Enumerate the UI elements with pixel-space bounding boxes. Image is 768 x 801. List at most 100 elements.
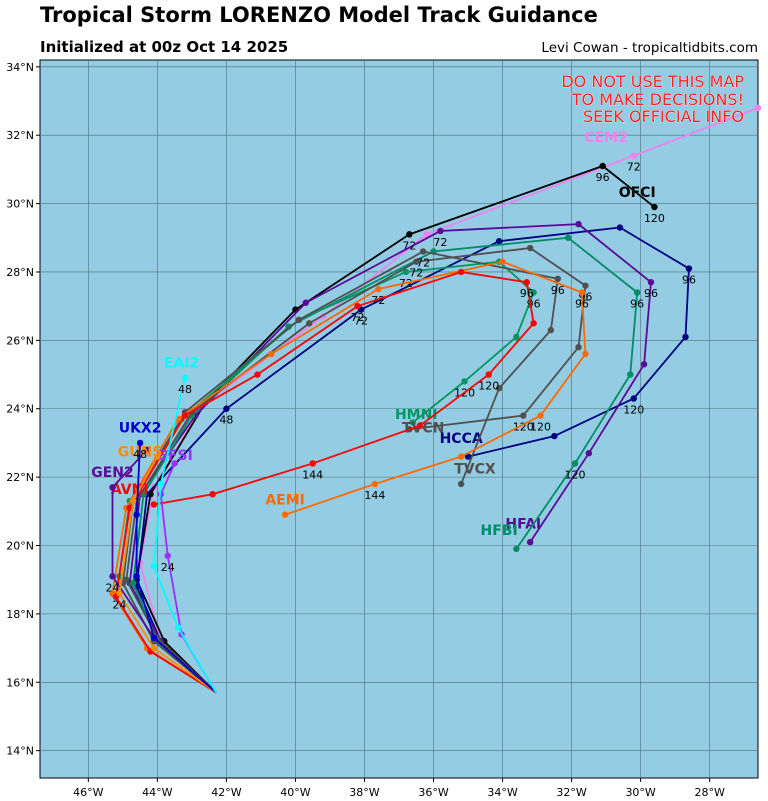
forecast-hour-label: 120 — [644, 212, 665, 225]
track-avni: 72 96 120 144 AVNI — [111, 268, 537, 694]
track-tvcx: 72 96 TVCX — [119, 248, 565, 694]
track-point — [164, 552, 171, 559]
track-point — [633, 289, 641, 296]
track-line — [132, 236, 639, 694]
track-point — [495, 238, 503, 245]
forecast-hour-label: 120 — [565, 468, 586, 481]
forecast-hour-label: 48 — [219, 414, 233, 427]
forecast-hour-label: 144 — [364, 489, 385, 502]
warning-line-3: SEEK OFFICIAL INFO — [583, 107, 744, 126]
track-point — [223, 405, 230, 412]
model-name-label: AVNI — [111, 482, 149, 498]
track-point — [585, 449, 593, 457]
model-name-label: HCCA — [440, 431, 483, 447]
track-point — [413, 258, 420, 265]
y-tick-label: 32°N — [6, 129, 34, 142]
forecast-hour-label: 120 — [478, 380, 499, 393]
warning-line-1: DO NOT USE THIS MAP — [561, 72, 744, 91]
track-eai2: 48 EAI2 — [150, 356, 217, 693]
model-name-label: TVCX — [454, 462, 496, 478]
track-point — [133, 573, 140, 580]
track-point — [109, 484, 116, 491]
track-point — [109, 573, 116, 580]
track-point — [181, 374, 189, 382]
track-point — [143, 446, 151, 453]
y-tick-label: 18°N — [6, 608, 34, 621]
track-point — [174, 624, 182, 631]
track-point — [423, 231, 430, 238]
track-point — [571, 460, 579, 467]
track-point — [354, 302, 361, 310]
track-point — [254, 371, 261, 378]
track-point — [150, 634, 158, 642]
forecast-hour-label: 96 — [596, 171, 610, 184]
track-point — [457, 480, 465, 488]
track-point — [150, 644, 158, 652]
track-point — [627, 371, 634, 378]
track-point — [209, 491, 216, 498]
model-name-label: TVCN — [402, 421, 444, 437]
track-point — [416, 422, 423, 430]
track-point — [537, 412, 544, 419]
track-point — [409, 419, 417, 426]
x-tick-label: 38°W — [349, 786, 379, 799]
forecast-hour-label: 72 — [351, 311, 365, 324]
track-point — [457, 268, 465, 276]
track-point — [133, 511, 140, 518]
track-point — [523, 279, 530, 286]
forecast-hour-label: 48 — [178, 383, 192, 396]
track-point — [130, 579, 137, 587]
forecast-hour-label: 48 — [133, 448, 147, 461]
track-point — [295, 316, 303, 324]
track-point — [520, 412, 527, 419]
credit-text: Levi Cowan - tropicaltidbits.com — [541, 40, 758, 56]
x-tick-label: 32°W — [556, 786, 586, 799]
forecast-hour-label: 72 — [409, 267, 423, 280]
x-tick-label: 44°W — [142, 786, 172, 799]
forecast-hour-label: 72 — [354, 315, 368, 328]
forecast-hour-label: 24 — [105, 581, 119, 594]
track-point — [526, 244, 534, 252]
track-point — [647, 279, 655, 286]
track-point — [526, 538, 534, 546]
forecast-hour-label: 96 — [520, 287, 534, 300]
forecast-hour-label: 96 — [682, 274, 696, 287]
x-tick-label: 30°W — [625, 786, 655, 799]
track-point — [461, 378, 468, 385]
track-point — [485, 371, 492, 378]
y-tick-label: 24°N — [6, 403, 34, 416]
track-point — [616, 224, 624, 231]
forecast-hour-label: 24 — [161, 561, 175, 574]
model-name-label: AEMI — [265, 492, 305, 508]
y-tick-label: 20°N — [6, 540, 34, 553]
track-point — [130, 497, 137, 505]
model-name-label: HFBI — [481, 523, 518, 539]
track-point — [171, 460, 178, 467]
x-tick-label: 40°W — [280, 786, 310, 799]
ocean-background — [39, 59, 759, 779]
track-point — [402, 268, 410, 276]
forecast-hour-label: 96 — [551, 284, 565, 297]
track-point — [302, 299, 309, 306]
track-point — [406, 231, 413, 238]
model-name-label: HFAI — [505, 516, 541, 532]
y-tick-label: 26°N — [6, 334, 34, 347]
track-point — [575, 220, 582, 228]
track-hcca: 48 72 96 120 HCCA — [133, 224, 696, 694]
track-point — [437, 227, 444, 235]
y-tick-label: 22°N — [6, 471, 34, 484]
forecast-hour-label: 120 — [513, 421, 534, 434]
track-point — [554, 275, 561, 283]
warning-line-2: TO MAKE DECISIONS! — [571, 90, 744, 109]
track-point — [564, 234, 572, 241]
model-name-label: OFCI — [619, 185, 656, 201]
track-point — [154, 453, 161, 460]
track-point — [371, 480, 379, 488]
x-tick-label: 36°W — [418, 786, 448, 799]
track-point — [513, 545, 520, 553]
model-name-label: EAI2 — [164, 356, 199, 372]
axis-ticks: 46°W 44°W 42°W 40°W 38°W 36°W 34°W 32°W 30°W 28°W… — [6, 61, 725, 799]
y-tick-label: 34°N — [6, 61, 34, 74]
